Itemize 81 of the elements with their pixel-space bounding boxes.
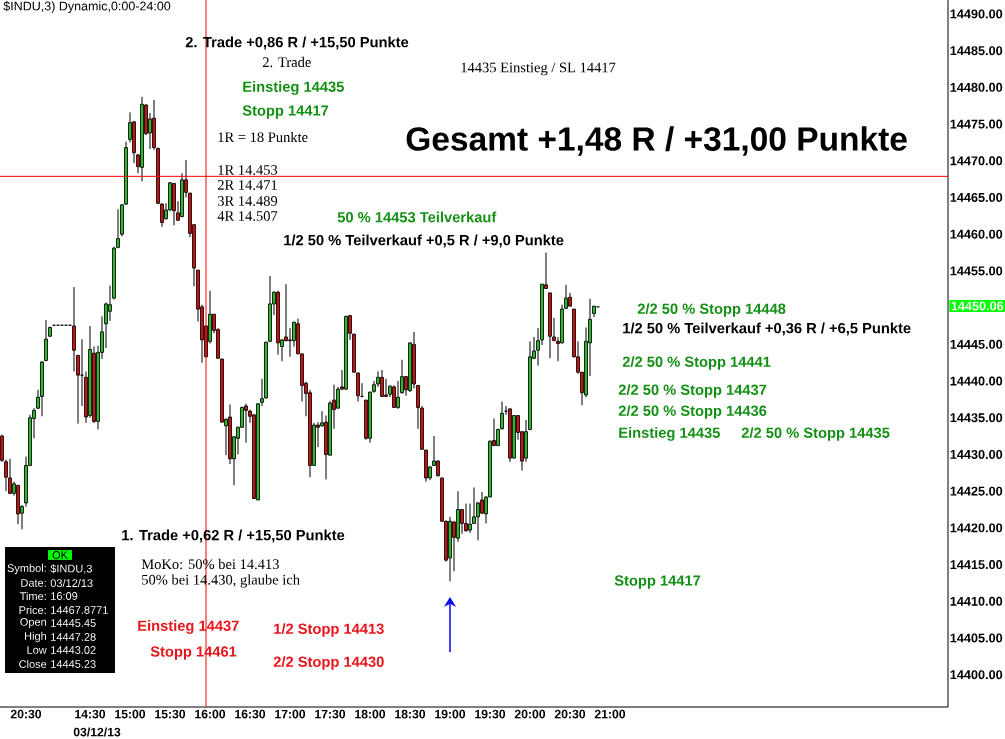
annotation: Date: (21, 579, 46, 587)
y-tick-label: 14490.00 (950, 9, 1003, 19)
annotation: High (25, 631, 47, 643)
x-tick-label: 20:00 (514, 709, 546, 719)
annotation: 16:09 (51, 592, 78, 600)
x-tick-label: 18:30 (395, 709, 426, 719)
annotation: Open (20, 618, 47, 628)
annotation: 3R 14.489 (217, 196, 278, 206)
annotation: 1R 14.453 (218, 165, 278, 175)
annotation: 1/2 50 % Teilverkauf +0,5 R / +9,0 Punkte (284, 234, 564, 248)
annotation: 1/2 50 % Teilverkauf +0,36 R / +6,5 Punkte (623, 322, 911, 336)
text: 14450.06 (951, 301, 1004, 311)
x-tick-label: 20:30 (10, 709, 42, 719)
annotation: Stopp 14461 (150, 646, 237, 660)
annotation: OK (52, 551, 68, 559)
y-tick-label: 14475.00 (950, 119, 1003, 129)
annotation: Stopp 14417 (242, 105, 329, 119)
x-tick-label: 19:00 (435, 709, 466, 719)
annotation: 14447.28 (51, 633, 96, 641)
annotation: 2/2 Stopp 14430 (273, 656, 384, 670)
x-tick-label: 19:30 (475, 709, 506, 719)
annotation: 1/2 Stopp 14413 (274, 623, 384, 637)
y-tick-label: 14420.00 (950, 523, 1003, 533)
chart-title: $INDU,3) Dynamic,0:00-24:00 (3, 1, 171, 13)
annotation: 2/2 50 % Stopp 14437 (618, 384, 767, 398)
y-tick-label: 14455.00 (950, 266, 1003, 276)
y-tick-label: 14425.00 (950, 486, 1003, 496)
x-tick-label: 14:30 (75, 709, 106, 719)
x-tick-label: 16:30 (235, 709, 266, 719)
annotation: 2R 14.471 (217, 180, 277, 190)
annotation: Einstieg 14435 (619, 427, 720, 441)
x-tick-label: 15:00 (115, 709, 146, 719)
y-tick-label: 14430.00 (950, 449, 1003, 459)
annotation: 2/2 50 % Stopp 14436 (618, 405, 767, 419)
annotation: 2. Trade (262, 56, 311, 68)
x-tick-label: 20:30 (554, 709, 586, 719)
text: 03/12/13 (73, 727, 121, 737)
x-tick-label: 17:00 (275, 709, 306, 719)
y-tick-label: 14460.00 (950, 229, 1003, 239)
annotation: Gesamt +1,48 R / +31,00 Punkte (406, 126, 907, 156)
annotation: 1. Trade +0,62 R / +15,50 Punkte (122, 529, 345, 543)
y-tick-label: 14400.00 (950, 670, 1003, 680)
annotation: Symbol: (7, 563, 46, 575)
x-tick-label: 16:00 (195, 709, 226, 719)
annotation: $INDU,3 (50, 564, 92, 574)
annotation: 14443.02 (51, 646, 96, 654)
x-tick-label: 15:30 (155, 709, 186, 719)
y-tick-label: 14485.00 (950, 46, 1003, 56)
annotation: 50% bei 14.430, glaube ich (142, 574, 300, 588)
annotation: Time: (19, 591, 46, 601)
annotation: 14445.45 (51, 619, 96, 627)
x-tick-label: 18:00 (355, 709, 386, 719)
y-tick-label: 14410.00 (950, 596, 1003, 606)
annotation: 2/2 50 % Stopp 14441 (622, 356, 771, 370)
annotation: 14435 Einstieg / SL 14417 (461, 62, 616, 76)
x-tick-label: 21:00 (594, 709, 626, 719)
y-tick-label: 14415.00 (950, 560, 1003, 570)
x-tick-label: 17:30 (315, 709, 346, 719)
annotation: Stopp 14417 (614, 575, 701, 589)
y-tick-label: 14405.00 (950, 633, 1003, 643)
annotation: Einstieg 14435 (243, 81, 344, 95)
annotation: 2. Trade +0,86 R / +15,50 Punkte (185, 36, 409, 50)
annotation: Low (27, 646, 47, 654)
annotation: Price: (19, 605, 46, 615)
annotation: MoKo: 50% bei 14.413 (141, 558, 279, 570)
y-tick-label: 14445.00 (950, 339, 1003, 349)
annotation: 4R 14.507 (217, 211, 278, 221)
annotation: Einstieg 14437 (138, 620, 239, 634)
y-tick-label: 14480.00 (950, 82, 1003, 92)
annotation: 14467.8771 (51, 606, 108, 614)
y-tick-label: 14470.00 (950, 156, 1003, 166)
annotation: 03/12/13 (50, 578, 93, 588)
annotation: 2/2 50 % Stopp 14435 (741, 427, 890, 441)
y-tick-label: 14440.00 (950, 376, 1003, 386)
annotation: 50 % 14453 Teilverkauf (337, 211, 497, 223)
y-tick-label: 14465.00 (950, 193, 1003, 202)
annotation: 14445.23 (51, 660, 96, 668)
annotation: 2/2 50 % Stopp 14448 (637, 303, 786, 317)
annotation: 1R = 18 Punkte (218, 131, 308, 143)
annotation: Close (19, 659, 47, 669)
y-tick-label: 14435.00 (950, 413, 1003, 423)
